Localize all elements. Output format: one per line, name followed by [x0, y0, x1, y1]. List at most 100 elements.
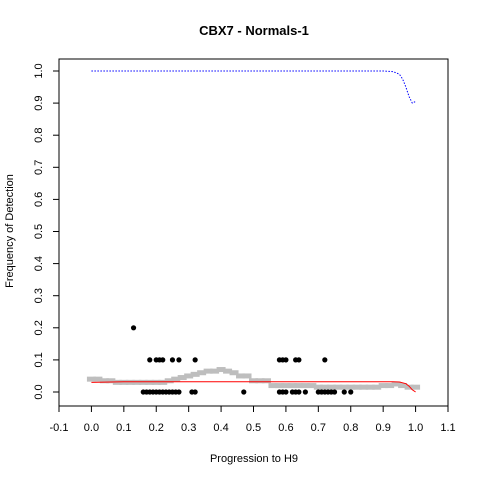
data-point: [283, 389, 289, 395]
running-mean-point: [242, 373, 252, 379]
data-point: [192, 357, 198, 363]
running-mean-point: [145, 379, 155, 385]
running-mean-point: [229, 370, 239, 376]
data-point: [169, 357, 176, 363]
running-mean-point: [132, 379, 142, 385]
data-point: [341, 389, 347, 395]
running-mean-point: [339, 384, 349, 390]
running-mean-point: [365, 384, 375, 390]
running-mean-point: [93, 376, 103, 382]
plot-frame: [58, 58, 449, 407]
upper-curve-line: [91, 70, 416, 104]
running-mean-point: [352, 384, 362, 390]
data-point: [296, 357, 302, 363]
y-tick-label: 0.0: [33, 384, 45, 399]
running-mean-point: [261, 378, 271, 384]
running-mean-point: [404, 384, 414, 390]
running-mean-point: [372, 384, 382, 390]
running-mean-point: [216, 367, 226, 373]
y-tick-label: 0.7: [33, 160, 45, 175]
running-mean-point: [333, 384, 343, 390]
x-tick-label: 0.7: [311, 422, 326, 434]
x-tick-label: -0.1: [50, 422, 69, 434]
running-mean-point: [346, 384, 356, 390]
running-mean-point: [255, 378, 265, 384]
data-point: [160, 357, 166, 363]
data-point: [322, 357, 328, 363]
running-mean-point: [151, 379, 161, 385]
running-mean-point: [106, 378, 116, 384]
y-tick-label: 0.8: [33, 128, 45, 143]
plot-area: [86, 70, 421, 395]
running-mean-point: [119, 379, 129, 385]
running-mean-point: [203, 368, 213, 374]
running-mean-point: [249, 378, 258, 384]
running-mean-point: [294, 383, 304, 389]
running-mean-point: [281, 383, 291, 389]
y-axis: 0.0 0.1 0.2 0.3 0.4 0.5 0.6 0.7 0.8 0.9 1.0: [33, 63, 59, 400]
running-mean-point: [313, 384, 323, 390]
running-mean-point: [378, 383, 388, 389]
y-tick-label: 0.3: [33, 288, 45, 303]
y-tick-label: 0.6: [33, 192, 45, 207]
x-tick-label: 0.1: [116, 422, 131, 434]
running-mean-point: [274, 383, 284, 389]
x-tick-label: 0.8: [343, 422, 358, 434]
running-mean-point: [411, 384, 421, 390]
running-mean-point: [164, 378, 174, 384]
data-point: [241, 389, 247, 395]
y-tick-label: 0.5: [33, 224, 45, 239]
x-tick-label: 1.0: [408, 422, 423, 434]
x-tick-label: 0.3: [181, 422, 196, 434]
chart-title: CBX7 - Normals-1: [199, 23, 309, 38]
running-mean-point: [86, 376, 96, 382]
data-point: [283, 357, 289, 363]
data-point: [130, 325, 137, 331]
running-mean-point: [300, 383, 310, 389]
running-mean-point: [320, 384, 330, 390]
running-mean-point: [171, 376, 181, 382]
running-mean-point: [125, 379, 135, 385]
x-axis: -0.1 0.0 0.1 0.2 0.3 0.4 0.5 0.6 0.7 0.8 0.9 1.0 1.1: [50, 406, 456, 434]
running-mean-point: [385, 383, 395, 389]
data-point: [296, 389, 302, 395]
x-tick-label: 0.4: [213, 422, 228, 434]
fit-line: [91, 381, 416, 393]
x-axis-title: Progression to H9: [210, 453, 298, 465]
running-mean-point: [398, 383, 408, 389]
running-mean-point: [307, 383, 317, 389]
x-tick-label: 0.6: [278, 422, 293, 434]
running-mean-point: [177, 375, 187, 381]
y-axis-title: Frequency of Detection: [4, 174, 16, 288]
running-mean-point: [197, 370, 207, 376]
x-tick-label: 0.5: [246, 422, 261, 434]
running-mean-point: [236, 373, 246, 379]
running-mean-point: [326, 384, 336, 390]
x-tick-label: 1.1: [440, 422, 455, 434]
data-point: [147, 357, 153, 363]
running-mean-point: [268, 383, 278, 389]
data-point: [176, 389, 182, 395]
running-mean-point: [112, 379, 122, 385]
x-tick-label: 0.0: [84, 422, 99, 434]
running-mean-point: [190, 371, 200, 377]
x-tick-label: 0.9: [376, 422, 391, 434]
data-point: [302, 389, 308, 395]
data-point: [192, 389, 198, 395]
data-point: [348, 389, 354, 395]
data-point: [176, 357, 182, 363]
running-mean-point: [99, 378, 109, 384]
data-point: [331, 389, 338, 395]
y-tick-label: 0.1: [33, 352, 45, 367]
y-tick-label: 0.2: [33, 320, 45, 335]
running-mean-point: [184, 373, 194, 379]
y-tick-label: 1.0: [33, 63, 45, 78]
y-tick-label: 0.9: [33, 95, 45, 110]
y-tick-label: 0.4: [33, 256, 45, 271]
x-tick-label: 0.2: [149, 422, 164, 434]
running-mean-point: [391, 381, 401, 387]
running-mean-point: [158, 379, 168, 385]
running-mean-point: [210, 368, 220, 374]
running-mean-point: [138, 379, 148, 385]
